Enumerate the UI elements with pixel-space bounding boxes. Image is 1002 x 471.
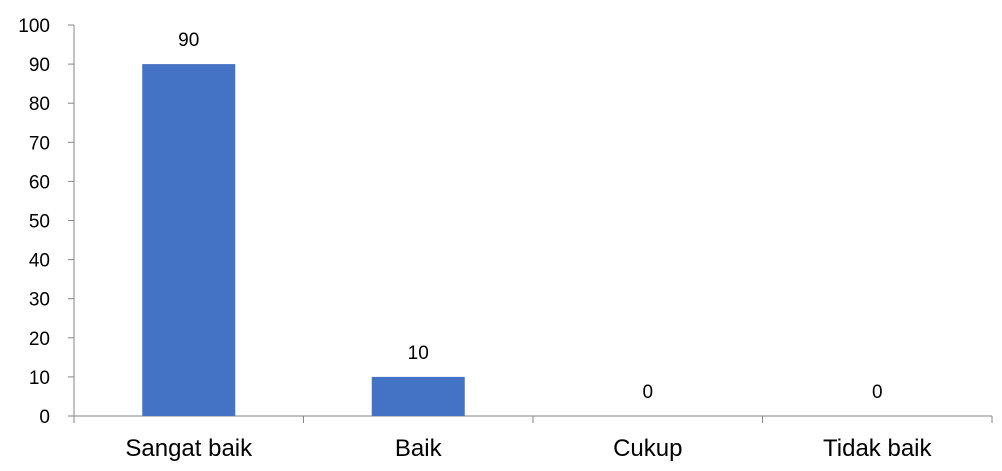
data-label: 90 <box>178 30 199 51</box>
y-tick-label: 100 <box>18 16 50 37</box>
x-tick-label: Sangat baik <box>125 435 253 462</box>
y-tick-label: 0 <box>39 407 50 428</box>
x-tick-label: Cukup <box>613 435 682 462</box>
bars <box>142 64 465 416</box>
y-tick-label: 40 <box>29 251 50 272</box>
bar <box>371 376 465 416</box>
x-tick-label: Tidak baik <box>823 435 932 462</box>
data-label: 0 <box>872 382 883 403</box>
x-tick-label: Baik <box>395 435 443 462</box>
y-tick-label: 10 <box>29 368 50 389</box>
data-labels: 90 10 0 0 <box>178 30 882 403</box>
y-tick-label: 80 <box>29 94 50 115</box>
y-axis: 0 10 20 30 40 50 60 70 80 90 100 <box>18 16 75 428</box>
data-label: 10 <box>408 343 429 364</box>
bar <box>142 64 236 416</box>
y-tick-label: 20 <box>29 329 50 350</box>
y-tick-label: 30 <box>29 290 50 311</box>
data-label: 0 <box>642 382 653 403</box>
y-tick-label: 50 <box>29 212 50 233</box>
y-tick-label: 70 <box>29 133 50 154</box>
x-axis: Sangat baik Baik Cukup Tidak baik <box>73 415 993 462</box>
y-tick-label: 60 <box>29 172 50 193</box>
y-tick-label: 90 <box>29 55 50 76</box>
